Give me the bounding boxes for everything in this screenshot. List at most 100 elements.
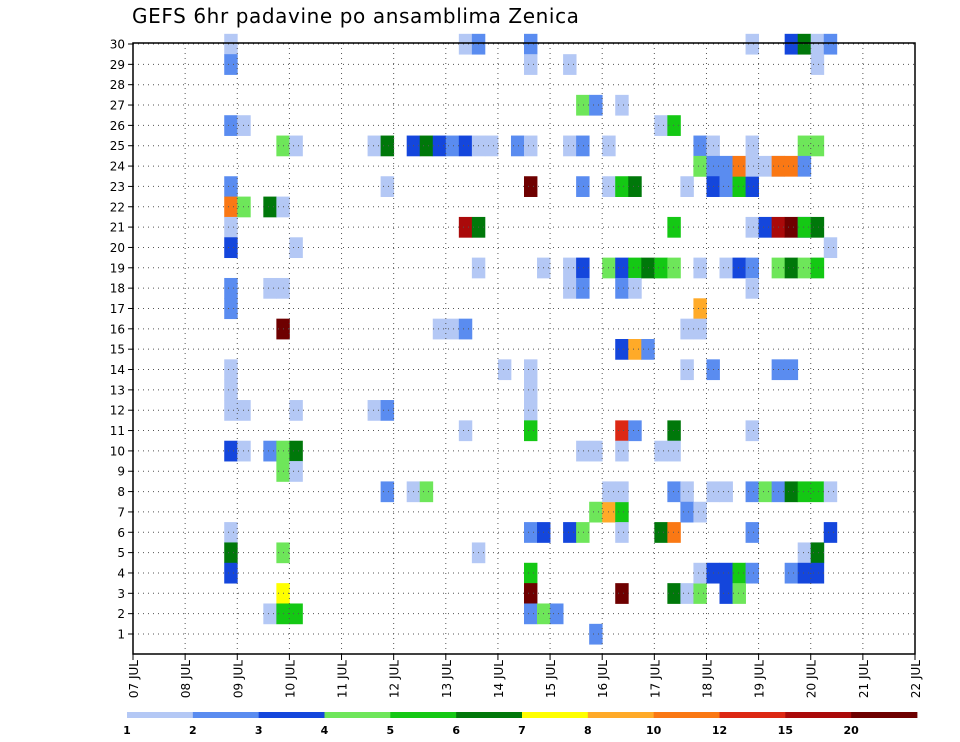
x-tick-label: 19 JUL (753, 660, 767, 698)
colorbar-swatch (653, 712, 720, 718)
heatmap-cell (524, 135, 538, 157)
heatmap-cell (224, 216, 238, 238)
heatmap-cell (784, 257, 799, 279)
heatmap-cell (589, 94, 603, 116)
heatmap-cell (745, 216, 759, 238)
heatmap-cell (367, 135, 382, 157)
heatmap-cell (224, 522, 238, 543)
heatmap-cell (576, 522, 590, 543)
x-tick-label: 13 JUL (440, 660, 454, 698)
heatmap-cell (367, 400, 382, 421)
heatmap-cell (797, 135, 812, 157)
y-tick-label: 20 (110, 241, 125, 255)
heatmap-cell (667, 583, 681, 604)
heatmap-cell (224, 359, 238, 381)
y-tick-label: 15 (110, 343, 125, 357)
y-tick-label: 23 (110, 180, 125, 194)
heatmap-cell (524, 522, 538, 543)
colorbar-label: 7 (518, 724, 526, 737)
heatmap-cell (615, 176, 629, 197)
heatmap-cell (693, 501, 707, 523)
heatmap-cell (224, 379, 238, 401)
heatmap-cell (667, 522, 681, 543)
heatmap-cell (497, 359, 512, 381)
heatmap-cell (576, 176, 590, 197)
y-axis: 1234567891011121314151617181920212223242… (110, 38, 133, 642)
y-tick-label: 13 (110, 383, 125, 397)
heatmap-cell (797, 542, 812, 564)
colorbar-swatch (192, 712, 260, 718)
heatmap-cell (615, 94, 629, 116)
heatmap-cell (224, 562, 238, 584)
heatmap-cell (576, 277, 590, 299)
heatmap-cell (432, 135, 447, 157)
heatmap-cell (289, 400, 303, 421)
heatmap-cell (654, 257, 668, 279)
heatmap-cell (784, 216, 799, 238)
heatmap-cell (693, 298, 707, 320)
x-tick-label: 09 JUL (231, 660, 245, 698)
y-tick-label: 24 (110, 160, 125, 174)
heatmap-cell (719, 481, 733, 503)
heatmap-cell (745, 176, 759, 197)
heatmap-cell (615, 339, 629, 360)
x-tick-label: 08 JUL (179, 660, 193, 698)
heatmap-cell (745, 481, 759, 503)
heatmap-cell (458, 420, 473, 442)
heatmap-cell (615, 481, 629, 503)
heatmap-cell (419, 135, 434, 157)
heatmap-cell (719, 155, 733, 177)
x-tick-label: 15 JUL (544, 660, 558, 698)
heatmap-cell (615, 420, 629, 442)
heatmap-cell (432, 318, 447, 340)
heatmap-cell (654, 522, 668, 543)
heatmap-cell (628, 339, 642, 360)
heatmap-cell (823, 33, 838, 55)
x-tick-label: 22 JUL (909, 660, 923, 698)
heatmap-cell (380, 481, 395, 503)
colorbar-label: 12 (712, 724, 727, 737)
heatmap-cell (524, 603, 538, 625)
heatmap-cell (745, 277, 759, 299)
heatmap-cell (667, 216, 681, 238)
heatmap-cell (458, 318, 473, 340)
colorbar-label: 6 (452, 724, 460, 737)
x-tick-label: 18 JUL (700, 660, 714, 698)
colorbar-label: 1 (123, 724, 131, 737)
heatmap-cell (784, 481, 799, 503)
y-tick-label: 30 (110, 38, 125, 52)
colorbar-label: 5 (387, 724, 395, 737)
x-axis: 07 JUL 08 JUL 09 JUL 10 JUL 11 JUL 12 JUL 13 J… (127, 654, 923, 698)
y-tick-label: 8 (117, 485, 125, 499)
heatmap-cell (745, 562, 759, 584)
heatmap-cell (680, 176, 694, 197)
heatmap-cell (745, 155, 759, 177)
heatmap-cell (589, 440, 603, 462)
heatmap-cell (615, 257, 629, 279)
heatmap-cell (589, 623, 603, 645)
x-tick-label: 11 JUL (336, 660, 350, 698)
heatmap-cell (680, 501, 694, 523)
heatmap-cell (615, 277, 629, 299)
heatmap-cell (680, 583, 694, 604)
heatmap-cell (693, 318, 707, 340)
heatmap-cell (654, 115, 668, 136)
heatmap-cell (693, 135, 707, 157)
heatmap-cell (732, 257, 746, 279)
x-tick-label: 17 JUL (648, 660, 662, 698)
heatmap-cell (419, 481, 434, 503)
heatmap-cell (797, 257, 812, 279)
heatmap-cell (797, 481, 812, 503)
y-tick-label: 21 (110, 221, 125, 235)
heatmap-cell (628, 420, 642, 442)
heatmap-cell (797, 216, 812, 238)
y-tick-label: 6 (117, 526, 125, 540)
cells-layer (224, 33, 838, 645)
y-tick-label: 22 (110, 200, 125, 214)
heatmap-cell (784, 155, 799, 177)
heatmap-cell (380, 176, 395, 197)
heatmap-cell (667, 420, 681, 442)
heatmap-cell (667, 440, 681, 462)
colorbar-swatch (587, 712, 655, 718)
